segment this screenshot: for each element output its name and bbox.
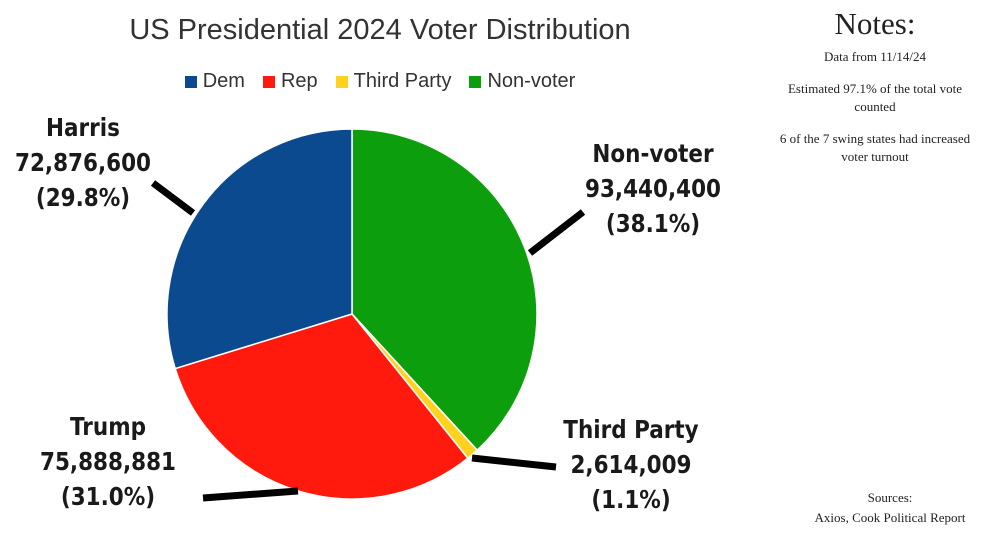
pie-slice-non-voter bbox=[351, 128, 538, 452]
callout-third-party-name: Third Party bbox=[563, 415, 699, 444]
sources: Sources: Axios, Cook Political Report bbox=[770, 488, 1000, 528]
callout-harris-percent: (29.8%) bbox=[35, 183, 131, 212]
legend-label-rep: Rep bbox=[280, 70, 318, 92]
note-swing-states: 6 of the 7 swing states had increased vo… bbox=[779, 131, 971, 164]
callout-trump-percent: (31.0%) bbox=[60, 482, 156, 511]
legend-label-dem: Dem bbox=[202, 70, 245, 92]
chart-legend: Dem Rep Third Party Non-voter bbox=[0, 70, 760, 93]
leader-line-third-party bbox=[471, 454, 557, 471]
callout-harris: Harris 72,876,600 (29.8%) bbox=[10, 110, 156, 215]
callout-trump: Trump 75,888,881 (31.0%) bbox=[35, 409, 181, 514]
legend-item-non-voter: Non-voter bbox=[469, 70, 575, 93]
legend-label-non-voter: Non-voter bbox=[487, 70, 576, 92]
callout-third-party-value: 2,614,009 bbox=[570, 450, 692, 479]
notes-panel: Notes: Data from 11/14/24 Estimated 97.1… bbox=[770, 6, 980, 180]
legend-item-dem: Dem bbox=[184, 70, 245, 93]
callout-trump-value: 75,888,881 bbox=[39, 447, 177, 476]
callout-third-party-percent: (1.1%) bbox=[591, 485, 671, 514]
chart-title: US Presidential 2024 Voter Distribution bbox=[129, 14, 631, 46]
callout-non-voter-name: Non-voter bbox=[592, 139, 714, 168]
legend-swatch-non-voter bbox=[469, 75, 482, 88]
leader-line-trump bbox=[202, 487, 299, 502]
pie-slice-dem bbox=[166, 128, 353, 370]
leader-line-non-voter bbox=[527, 209, 586, 256]
legend-swatch-dem bbox=[184, 75, 197, 88]
callout-harris-value: 72,876,600 bbox=[14, 148, 152, 177]
legend-label-third-party: Third Party bbox=[353, 70, 452, 92]
sources-label: Sources: bbox=[867, 490, 913, 505]
callout-third-party: Third Party 2,614,009 (1.1%) bbox=[558, 412, 704, 517]
callout-trump-name: Trump bbox=[69, 412, 147, 441]
legend-item-third-party: Third Party bbox=[335, 70, 452, 93]
note-date: Data from 11/14/24 bbox=[823, 49, 927, 64]
legend-swatch-third-party bbox=[335, 75, 348, 88]
note-vote-counted: Estimated 97.1% of the total vote counte… bbox=[787, 81, 962, 114]
leader-line-harris bbox=[150, 180, 196, 216]
notes-title: Notes: bbox=[834, 6, 916, 41]
callout-non-voter: Non-voter 93,440,400 (38.1%) bbox=[580, 136, 726, 241]
callout-harris-name: Harris bbox=[46, 113, 120, 142]
callout-non-voter-percent: (38.1%) bbox=[605, 209, 701, 238]
pie-chart bbox=[150, 128, 586, 502]
legend-swatch-rep bbox=[262, 75, 275, 88]
legend-item-rep: Rep bbox=[262, 70, 318, 93]
sources-text: Axios, Cook Political Report bbox=[814, 510, 966, 525]
callout-non-voter-value: 93,440,400 bbox=[584, 174, 722, 203]
